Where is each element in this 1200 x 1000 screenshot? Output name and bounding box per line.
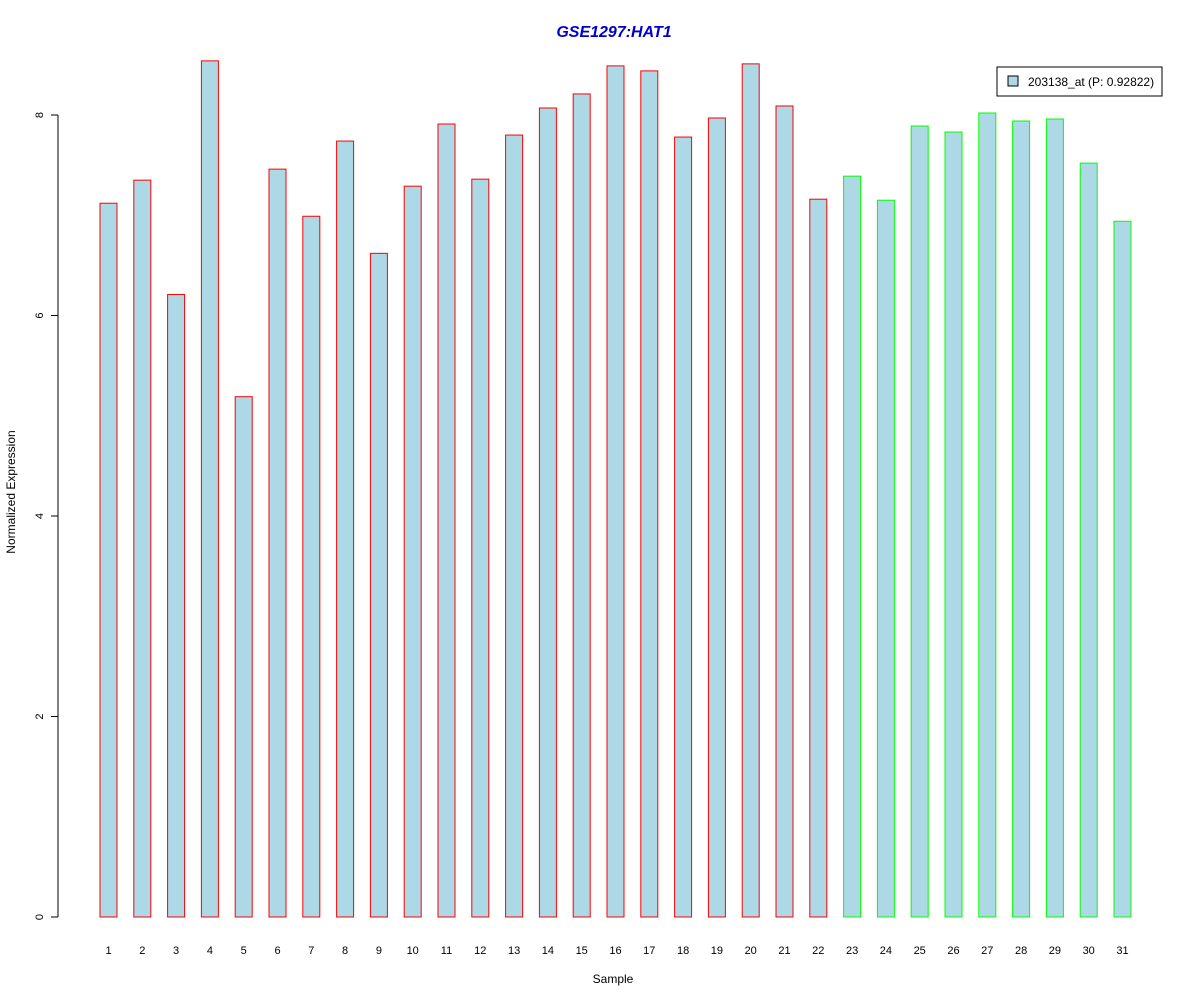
bar-sample-27 (978, 112, 997, 918)
legend-label: 203138_at (P: 0.92822) (1028, 75, 1154, 89)
bar-sample-21 (775, 105, 794, 918)
y-tick-label: 2 (34, 713, 46, 719)
bar-sample-16 (606, 65, 625, 918)
x-tick-label: 16 (609, 945, 621, 957)
y-tick-label: 8 (34, 112, 46, 118)
x-tick-label: 1 (105, 945, 111, 957)
x-tick-labels: 1 2 3 4 5 6 7 8 9 10 11 12 13 14 15 16 17 18 19 20 21 22 23 24 2… (105, 945, 1128, 957)
bar-sample-24 (876, 199, 895, 918)
bar-sample-6 (268, 168, 287, 918)
x-tick-label: 3 (173, 945, 179, 957)
legend-box (996, 66, 1163, 97)
bar-sample-8 (336, 140, 355, 918)
bar-sample-15 (572, 93, 591, 918)
bar-sample-28 (1012, 120, 1031, 918)
bar-sample-20 (741, 63, 760, 918)
x-tick-label: 11 (441, 945, 452, 957)
bar-sample-3 (167, 293, 186, 918)
bar-sample-7 (302, 215, 321, 918)
legend-swatch (1007, 75, 1019, 87)
bar-sample-17 (640, 70, 659, 918)
bar-sample-19 (707, 117, 726, 918)
x-tick-label: 19 (711, 945, 723, 957)
x-tick-label: 10 (407, 945, 419, 957)
legend: 203138_at (P: 0.92822) (996, 66, 1163, 97)
bar-sample-2 (133, 179, 152, 918)
y-tick-label: 4 (34, 513, 46, 519)
bar-sample-31 (1113, 220, 1132, 918)
bar-sample-1 (99, 202, 118, 918)
bar-sample-14 (538, 107, 557, 918)
bar-sample-26 (944, 131, 963, 918)
y-axis: 0 2 4 6 8 (34, 112, 59, 920)
bar-sample-25 (910, 125, 929, 918)
bar-group (99, 60, 1132, 918)
x-axis-label: Sample (593, 972, 634, 986)
x-tick-label: 12 (474, 945, 486, 957)
bar-sample-11 (437, 123, 456, 918)
bar-sample-23 (843, 175, 862, 918)
bar-sample-9 (369, 252, 388, 918)
x-tick-label: 20 (745, 945, 757, 957)
bar-sample-5 (234, 396, 253, 918)
x-tick-label: 17 (643, 945, 655, 957)
y-tick-label: 6 (34, 312, 46, 318)
x-tick-label: 13 (508, 945, 520, 957)
bar-sample-29 (1045, 118, 1064, 918)
x-tick-label: 2 (139, 945, 145, 957)
x-tick-label: 30 (1083, 945, 1095, 957)
x-tick-label: 4 (207, 945, 213, 957)
x-tick-label: 6 (274, 945, 280, 957)
x-tick-label: 5 (241, 945, 247, 957)
x-tick-label: 22 (812, 945, 824, 957)
x-tick-label: 14 (542, 945, 554, 957)
bar-sample-12 (471, 178, 490, 918)
x-tick-label: 27 (981, 945, 993, 957)
x-tick-label: 29 (1049, 945, 1061, 957)
x-tick-label: 25 (914, 945, 926, 957)
bar-sample-22 (809, 198, 828, 918)
y-tick-label: 0 (34, 914, 46, 920)
bar-sample-13 (505, 134, 524, 918)
x-tick-label: 28 (1015, 945, 1027, 957)
bar-sample-18 (674, 136, 693, 918)
chart-title: GSE1297:HAT1 (556, 24, 671, 41)
bar-sample-4 (200, 60, 219, 918)
x-tick-label: 23 (846, 945, 858, 957)
x-tick-label: 26 (947, 945, 959, 957)
x-tick-label: 7 (308, 945, 314, 957)
x-tick-label: 15 (576, 945, 588, 957)
x-tick-label: 24 (880, 945, 892, 957)
y-axis-label: Normalized Expression (4, 430, 18, 553)
bar-sample-10 (403, 185, 422, 918)
x-tick-label: 18 (677, 945, 689, 957)
x-tick-label: 21 (778, 945, 790, 957)
x-tick-label: 31 (1116, 945, 1128, 957)
x-tick-label: 8 (342, 945, 348, 957)
bar-sample-30 (1079, 162, 1098, 918)
x-tick-label: 9 (376, 945, 382, 957)
